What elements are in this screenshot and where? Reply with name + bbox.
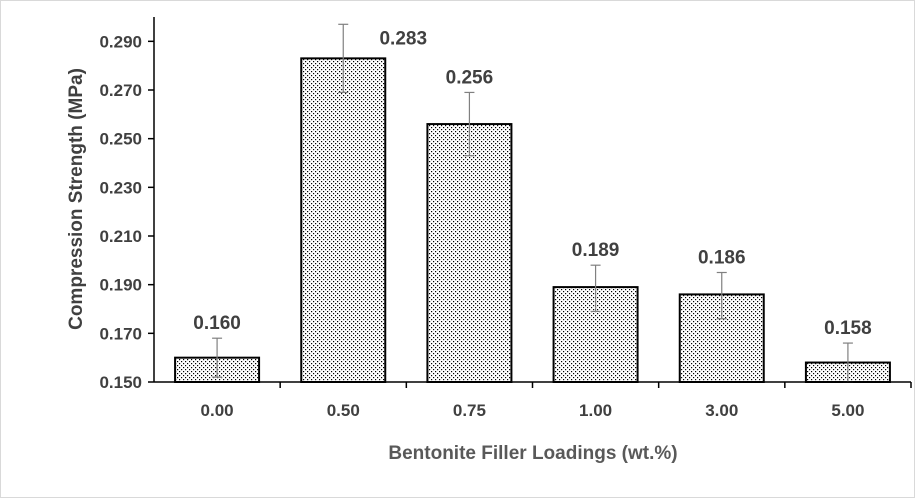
x-tick-label: 0.00 bbox=[201, 401, 234, 420]
y-axis-title: Compression Strength (MPa) bbox=[66, 68, 87, 330]
data-labels: 0.160 0.283 0.256 0.189 0.186 0.158 bbox=[193, 28, 871, 339]
x-axis-title: Bentonite Filler Loadings (wt.%) bbox=[388, 443, 677, 464]
x-tick-label: 0.75 bbox=[453, 401, 486, 420]
y-tick-label: 0.290 bbox=[99, 32, 142, 51]
data-label: 0.189 bbox=[572, 240, 620, 261]
x-tick-label: 0.50 bbox=[327, 401, 360, 420]
x-axis-ticks: 0.00 0.50 0.75 1.00 3.00 5.00 bbox=[201, 382, 912, 420]
y-tick-label: 0.230 bbox=[99, 178, 142, 197]
bar bbox=[300, 57, 387, 383]
x-tick-label: 5.00 bbox=[831, 401, 864, 420]
data-label: 0.256 bbox=[446, 67, 494, 88]
data-label: 0.283 bbox=[379, 28, 427, 49]
data-label: 0.160 bbox=[193, 313, 241, 334]
y-tick-label: 0.170 bbox=[99, 324, 142, 343]
y-tick-label: 0.270 bbox=[99, 81, 142, 100]
x-tick-label: 1.00 bbox=[579, 401, 612, 420]
bars bbox=[174, 57, 891, 384]
bar bbox=[426, 123, 513, 383]
data-label: 0.186 bbox=[698, 248, 746, 269]
y-tick-label: 0.210 bbox=[99, 227, 142, 246]
x-tick-label: 3.00 bbox=[705, 401, 738, 420]
y-tick-label: 0.190 bbox=[99, 276, 142, 295]
y-axis-ticks: 0.150 0.170 0.190 0.210 0.230 0.250 0.270 0.290 bbox=[99, 32, 154, 392]
y-tick-label: 0.250 bbox=[99, 130, 142, 149]
y-tick-label: 0.150 bbox=[99, 373, 142, 392]
data-label: 0.158 bbox=[824, 318, 872, 339]
error-bars bbox=[212, 23, 853, 383]
